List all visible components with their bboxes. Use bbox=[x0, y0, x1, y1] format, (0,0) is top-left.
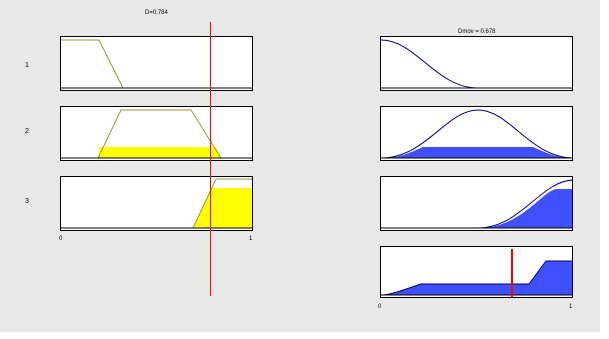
input-rule-1-mf-line bbox=[61, 39, 124, 89]
output-rule-1-panel bbox=[380, 36, 573, 91]
input-axis-min-label: 0 bbox=[59, 236, 63, 242]
output-variable-title: Dmov = 0.678 bbox=[458, 29, 496, 35]
aggregated-output-panel bbox=[380, 246, 573, 298]
input-rule-3-activation-fill bbox=[193, 188, 252, 228]
input-axis-max-label: 1 bbox=[249, 236, 253, 242]
input-rule-2-activation-fill bbox=[98, 147, 221, 158]
output-rule-2-mf-curve bbox=[381, 109, 572, 159]
input-rule-3-panel[interactable] bbox=[60, 176, 253, 231]
output-axis-max-label: 1 bbox=[569, 304, 573, 310]
rule-viewer-canvas: D=0.784 Dmov = 0.678 1 2 3 0 1 bbox=[0, 0, 600, 332]
output-rule-3-activation-fill bbox=[478, 189, 572, 228]
output-rule-3-panel bbox=[380, 176, 573, 231]
input-rule-2-mf-line bbox=[97, 109, 222, 159]
output-axis-min-label: 0 bbox=[378, 304, 382, 310]
output-rule-1-mf-curve bbox=[381, 39, 479, 89]
input-rule-3-mf-line bbox=[192, 178, 252, 229]
rule-label-3: 3 bbox=[25, 198, 29, 205]
input-rule-2-plot bbox=[61, 109, 252, 159]
aggregated-output-fill bbox=[381, 261, 572, 295]
rule-label-1: 1 bbox=[25, 62, 29, 69]
input-value-cursor[interactable] bbox=[210, 22, 211, 296]
input-rule-1-plot bbox=[61, 39, 252, 89]
output-rule-2-plot bbox=[381, 109, 572, 159]
input-rule-1-panel[interactable] bbox=[60, 36, 253, 91]
input-rule-2-panel[interactable] bbox=[60, 106, 253, 161]
input-rule-3-plot bbox=[61, 178, 252, 229]
rule-label-2: 2 bbox=[25, 128, 29, 135]
output-rule-2-activation-fill bbox=[381, 147, 572, 158]
output-rule-1-plot bbox=[381, 39, 572, 89]
output-rule-3-plot bbox=[381, 179, 572, 229]
output-rule-3-mf-curve bbox=[477, 179, 572, 229]
input-variable-title: D=0.784 bbox=[145, 10, 168, 16]
aggregated-output-plot bbox=[381, 249, 572, 297]
output-rule-2-panel bbox=[380, 106, 573, 161]
